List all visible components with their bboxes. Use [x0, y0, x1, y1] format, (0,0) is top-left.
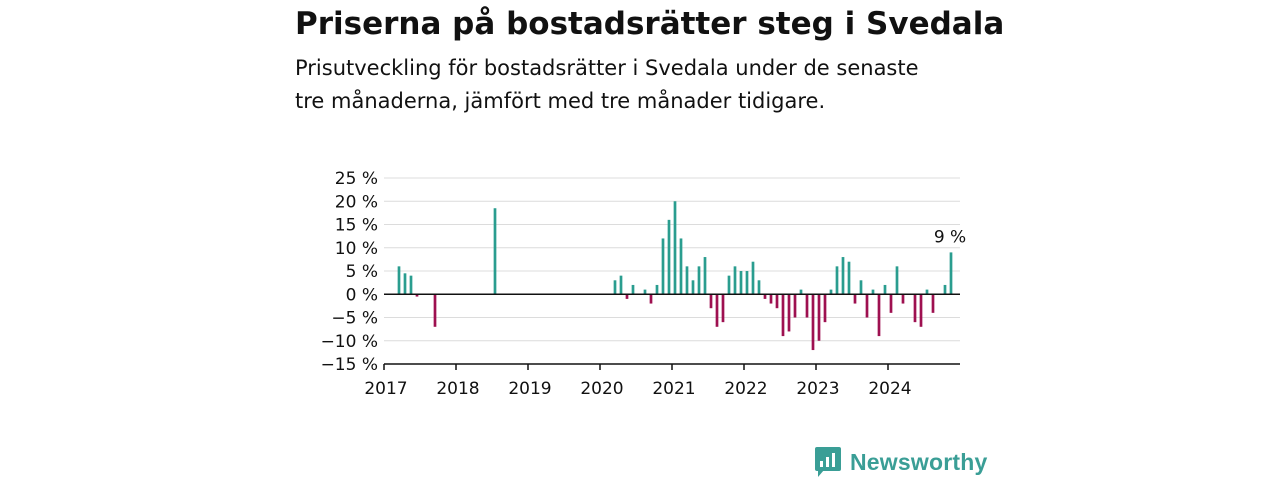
y-tick-label: 20 %	[335, 192, 378, 212]
bar	[403, 273, 407, 295]
bar	[739, 271, 743, 295]
bar	[415, 294, 419, 297]
bar	[625, 294, 629, 299]
y-tick-label: 15 %	[335, 216, 378, 236]
bar	[649, 294, 653, 304]
bar	[871, 289, 875, 295]
bar	[685, 266, 689, 295]
bar	[661, 238, 665, 295]
bar	[877, 294, 881, 337]
bar	[817, 294, 821, 341]
newsworthy-logo-icon	[815, 447, 841, 477]
bar	[643, 289, 647, 295]
bar	[433, 294, 437, 327]
y-tick-label: 25 %	[335, 169, 378, 189]
bar	[859, 280, 863, 295]
bar	[679, 238, 683, 295]
y-tick-label: −10 %	[321, 332, 378, 352]
bar	[697, 266, 701, 295]
x-tick-label: 2019	[508, 379, 551, 399]
bar	[925, 289, 929, 295]
x-tick-label: 2022	[724, 379, 767, 399]
bar	[655, 284, 659, 295]
y-tick-label: 10 %	[335, 239, 378, 259]
brand-name: Newsworthy	[850, 448, 988, 475]
bar	[709, 294, 713, 309]
bar	[811, 294, 815, 351]
bar	[805, 294, 809, 318]
bar	[919, 294, 923, 327]
bar	[727, 275, 731, 295]
bar	[865, 294, 869, 318]
bar	[847, 261, 851, 295]
x-tick-label: 2023	[796, 379, 839, 399]
bar	[409, 275, 413, 295]
bar	[715, 294, 719, 327]
bar	[721, 294, 725, 323]
bar	[775, 294, 779, 309]
bar	[943, 284, 947, 295]
x-tick-label: 2021	[652, 379, 695, 399]
x-tick-label: 2018	[436, 379, 479, 399]
y-tick-label: 0 %	[346, 285, 378, 305]
bar	[631, 284, 635, 295]
x-tick-label: 2024	[868, 379, 911, 399]
bar	[613, 280, 617, 295]
bar	[769, 294, 773, 304]
chart-subtitle: Prisutveckling för bostadsrätter i Sveda…	[295, 56, 919, 113]
bar	[895, 266, 899, 295]
x-tick-label: 2020	[580, 379, 623, 399]
bar	[667, 219, 671, 295]
bar	[931, 294, 935, 313]
bar	[703, 257, 707, 295]
bar	[823, 294, 827, 323]
y-tick-label: −5 %	[331, 309, 378, 329]
bar	[889, 294, 893, 313]
bar	[493, 208, 497, 295]
bar	[853, 294, 857, 304]
y-tick-label: 5 %	[346, 262, 378, 282]
bar	[793, 294, 797, 318]
bar	[949, 252, 953, 295]
bar	[841, 257, 845, 295]
bar	[757, 280, 761, 295]
bar	[883, 284, 887, 295]
x-tick-label: 2017	[364, 379, 407, 399]
bar	[799, 289, 803, 295]
bar	[781, 294, 785, 337]
chart-title: Priserna på bostadsrätter steg i Svedala	[295, 6, 1005, 42]
bar	[691, 280, 695, 295]
bar	[619, 275, 623, 295]
bar	[733, 266, 737, 295]
bar	[913, 294, 917, 323]
y-tick-label: −15 %	[321, 355, 378, 375]
bar	[745, 271, 749, 295]
bar	[673, 201, 677, 295]
bar	[835, 266, 839, 295]
bar	[763, 294, 767, 299]
bar	[751, 261, 755, 295]
bar	[397, 266, 401, 295]
newsworthy-logo: Newsworthy	[814, 446, 987, 478]
annotation-label: 9 %	[934, 227, 966, 247]
bar	[901, 294, 905, 304]
bar	[829, 289, 833, 295]
bar	[787, 294, 791, 332]
